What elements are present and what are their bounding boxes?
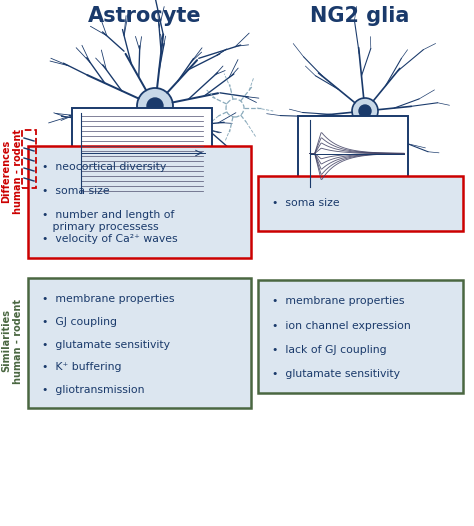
Circle shape (137, 88, 173, 124)
Bar (28, 278, 251, 408)
Text: Astrocyte: Astrocyte (88, 6, 202, 26)
Bar (298, 116, 408, 191)
Text: Similarities
human - rodent: Similarities human - rodent (1, 298, 23, 383)
Text: •  membrane properties: • membrane properties (42, 294, 174, 304)
Text: NG2 glia: NG2 glia (310, 6, 410, 26)
Circle shape (359, 105, 371, 117)
Text: •  glutamate sensitivity: • glutamate sensitivity (272, 369, 400, 379)
Text: •  soma size: • soma size (272, 198, 340, 208)
Bar (72, 108, 212, 198)
Text: •  neocortical diversity: • neocortical diversity (42, 163, 166, 173)
Text: •  velocity of Ca²⁺ waves: • velocity of Ca²⁺ waves (42, 235, 178, 245)
Text: •  number and length of
   primary processess: • number and length of primary processes… (42, 210, 174, 231)
Text: •  lack of GJ coupling: • lack of GJ coupling (272, 345, 387, 355)
Text: •  ion channel expression: • ion channel expression (272, 321, 411, 331)
Text: •  soma size: • soma size (42, 186, 109, 196)
Bar (28, 146, 251, 258)
Text: •  gliotransmission: • gliotransmission (42, 385, 145, 395)
Text: •  K⁺ buffering: • K⁺ buffering (42, 362, 121, 372)
Circle shape (352, 98, 378, 124)
Text: Differences
human - rodent: Differences human - rodent (1, 128, 23, 214)
Bar (258, 176, 463, 231)
Text: •  GJ coupling: • GJ coupling (42, 317, 117, 327)
Bar (258, 280, 463, 393)
Text: •  membrane properties: • membrane properties (272, 297, 404, 307)
Text: •  glutamate sensitivity: • glutamate sensitivity (42, 340, 170, 350)
Circle shape (147, 98, 163, 114)
